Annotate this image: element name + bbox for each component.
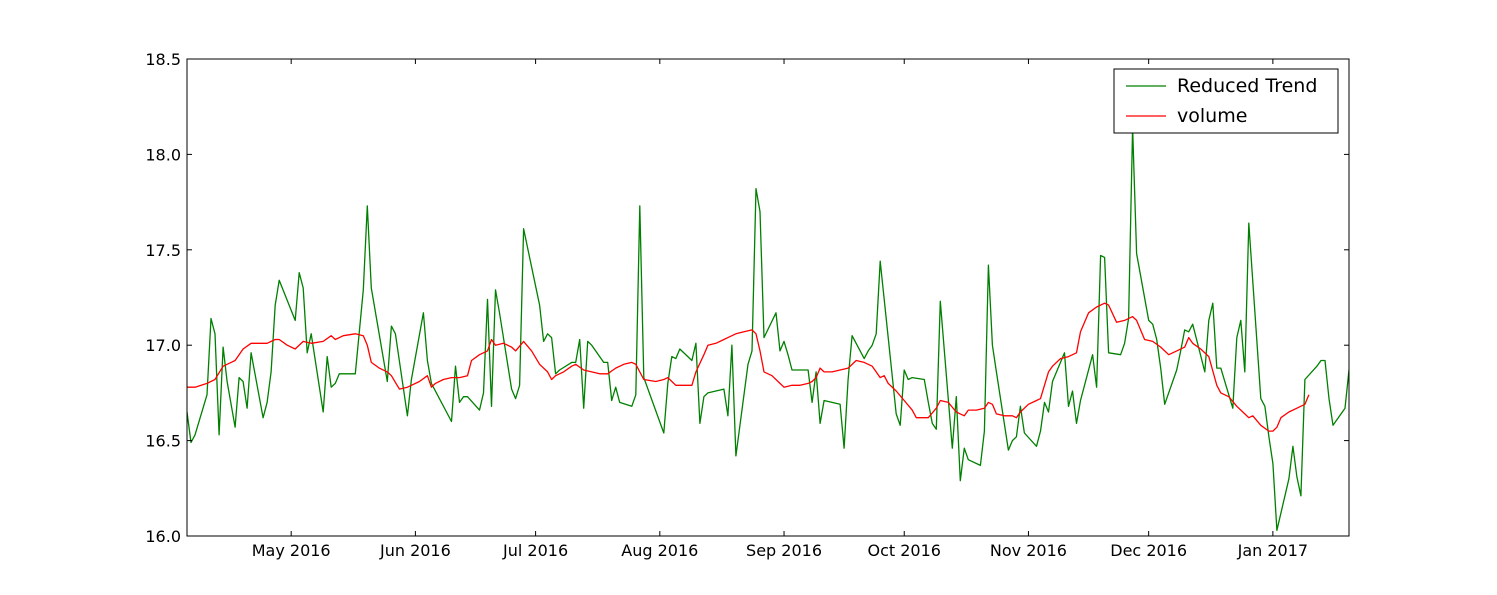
x-tick-label: Dec 2016 bbox=[1110, 541, 1187, 560]
x-tick-label: Sep 2016 bbox=[746, 541, 822, 560]
legend-box bbox=[1113, 68, 1339, 134]
x-tick-label: Jul 2016 bbox=[502, 541, 568, 560]
legend-label-volume: volume bbox=[1177, 105, 1247, 127]
y-tick-label: 17.5 bbox=[145, 241, 181, 260]
x-tick-label: Nov 2016 bbox=[990, 541, 1067, 560]
x-tick-label: Jun 2016 bbox=[379, 541, 451, 560]
series-line-volume bbox=[187, 302, 1310, 432]
x-tick-label: Jan 2017 bbox=[1237, 541, 1308, 560]
plot-area bbox=[187, 127, 1349, 531]
y-tick-label: 16.5 bbox=[145, 432, 181, 451]
legend-label-reduced-trend: Reduced Trend bbox=[1177, 75, 1317, 97]
axes: 16.0 16.5 17.0 17.5 18.0 18.5 May 2016 Jun 2016… bbox=[145, 50, 1349, 560]
x-tick-label: Aug 2016 bbox=[621, 541, 698, 560]
series-line-reduced-trend bbox=[187, 127, 1349, 531]
y-tick-label: 18.0 bbox=[145, 145, 181, 164]
y-tick-label: 18.5 bbox=[145, 50, 181, 69]
x-tick-label: May 2016 bbox=[252, 541, 331, 560]
y-tick-label: 17.0 bbox=[145, 336, 181, 355]
legend: Reduced Trend volume bbox=[1113, 68, 1339, 134]
y-tick-label: 16.0 bbox=[145, 527, 181, 546]
x-tick-label: Oct 2016 bbox=[868, 541, 941, 560]
plot-frame bbox=[186, 58, 1350, 537]
